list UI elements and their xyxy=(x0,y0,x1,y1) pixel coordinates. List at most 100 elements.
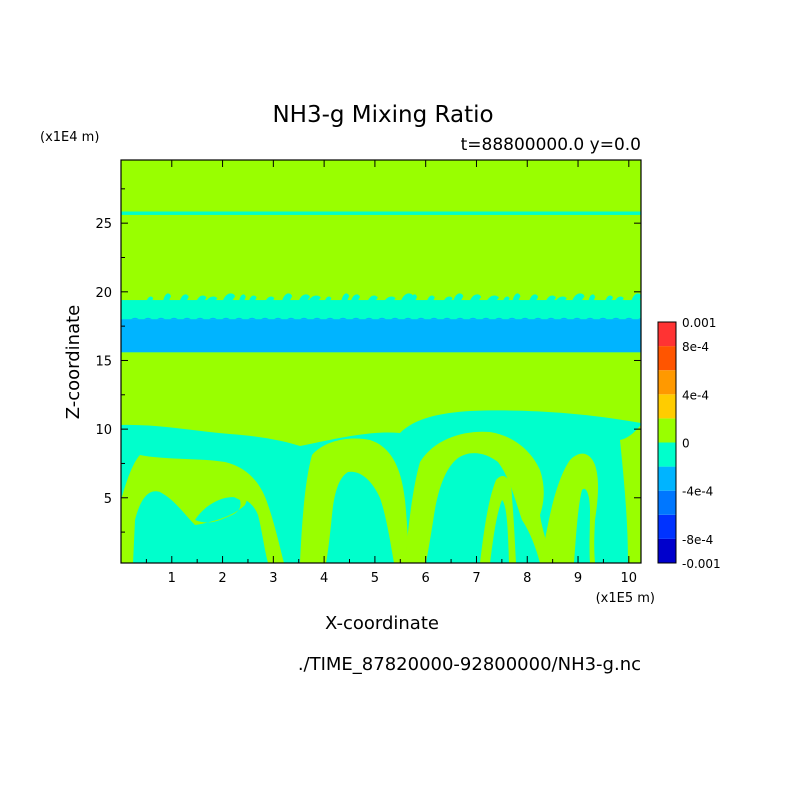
ripple xyxy=(383,296,396,303)
band-edge-ripple xyxy=(599,317,607,320)
x-unit-label: (x1E5 m) xyxy=(596,591,655,606)
colorbar-label: -0.001 xyxy=(682,557,721,571)
band-edge-ripple xyxy=(586,317,594,320)
band-edge-ripple xyxy=(339,317,347,320)
band-edge-ripple xyxy=(521,317,529,320)
x-axis-label: X-coordinate xyxy=(325,613,439,634)
colorbar-label: 0.001 xyxy=(682,316,716,330)
ripple xyxy=(205,296,218,303)
colorbar-swatch xyxy=(658,346,676,371)
ripple xyxy=(469,294,482,303)
band-edge-ripple xyxy=(443,317,451,320)
plume-4-inner xyxy=(574,488,590,563)
band-edge-ripple xyxy=(313,317,321,320)
y-unit-label: (x1E4 m) xyxy=(40,130,99,145)
ripple xyxy=(502,296,510,303)
band-edge-ripple xyxy=(144,317,152,320)
x-tick-label: 5 xyxy=(371,571,379,586)
band-edge-ripple xyxy=(235,317,243,320)
x-tick-label: 10 xyxy=(621,571,638,586)
ripple xyxy=(162,293,171,303)
ripple xyxy=(554,296,567,303)
x-tick-label: 1 xyxy=(168,571,176,586)
ripple xyxy=(614,296,624,303)
ripple xyxy=(350,294,360,303)
colorbar-label: 0 xyxy=(682,437,690,451)
convective-plumes xyxy=(121,410,641,563)
ripple xyxy=(571,293,585,303)
ripple xyxy=(324,296,332,303)
colorbar-label: -8e-4 xyxy=(682,533,713,547)
ripple xyxy=(248,295,257,303)
upper-ripple-layer xyxy=(131,293,641,320)
band-edge-ripple xyxy=(170,317,178,320)
x-tick-label: 3 xyxy=(269,571,277,586)
band-edge-ripple xyxy=(469,317,477,320)
band-edge-ripple xyxy=(391,317,399,320)
ripple xyxy=(195,295,207,303)
colorbar-swatch xyxy=(658,418,676,443)
x-axis-ticks: 1 2 3 4 5 6 7 8 9 10 xyxy=(145,160,638,586)
x-tick-label: 8 xyxy=(523,571,531,586)
colorbar-swatch xyxy=(658,442,676,467)
band-edge-ripple xyxy=(157,317,165,320)
ripple xyxy=(426,295,435,303)
y-tick-label: 20 xyxy=(95,286,112,301)
y-tick-label: 25 xyxy=(95,217,112,232)
chart-subtitle: t=88800000.0 y=0.0 xyxy=(461,135,641,155)
x-tick-label: 4 xyxy=(320,571,328,586)
band-edge-ripple xyxy=(456,317,464,320)
plume-3 xyxy=(405,431,552,563)
x-tick-label: 7 xyxy=(472,571,480,586)
band-edge-ripple xyxy=(261,317,269,320)
x-tick-label: 6 xyxy=(422,571,430,586)
colorbar-swatch xyxy=(658,514,676,539)
plume-1 xyxy=(121,455,284,563)
ripple xyxy=(146,296,154,303)
band-edge-ripple xyxy=(378,317,386,320)
colorbar-swatch xyxy=(658,466,676,491)
colorbar-label: 4e-4 xyxy=(682,388,709,402)
band-edge-ripple xyxy=(222,317,230,320)
source-file-label: ./TIME_87820000-92800000/NH3-g.nc xyxy=(298,654,641,675)
ripple xyxy=(604,295,613,303)
colorbar-label: -4e-4 xyxy=(682,485,713,499)
x-tick-label: 9 xyxy=(574,571,582,586)
chart-title: NH3-g Mixing Ratio xyxy=(272,102,493,128)
band-edge-ripple xyxy=(183,317,191,320)
ripple xyxy=(340,293,350,303)
band-edge-ripple xyxy=(131,317,139,320)
plot-area xyxy=(121,160,641,563)
colorbar-swatch xyxy=(658,322,676,347)
y-axis-ticks: 5 10 15 20 25 xyxy=(95,188,641,533)
ripple xyxy=(485,295,499,303)
band-edge-ripple xyxy=(417,317,425,320)
colorbar-frame xyxy=(657,321,677,564)
plot-frame xyxy=(120,159,642,564)
small-plume-b xyxy=(490,500,509,563)
band-edge-ripple xyxy=(573,317,581,320)
band-edge-ripple xyxy=(638,317,641,320)
ripple xyxy=(630,293,641,303)
band-edge-ripple xyxy=(352,317,360,320)
plume-right-edge xyxy=(620,425,641,563)
y-tick-label: 10 xyxy=(95,423,112,438)
y-axis-label: Z-coordinate xyxy=(63,305,84,420)
band-edge-ripple xyxy=(508,317,516,320)
ripple xyxy=(512,293,521,303)
band-edge-ripple xyxy=(300,317,308,320)
ripple xyxy=(179,294,189,303)
ripple xyxy=(264,296,275,303)
band-edge-ripple xyxy=(560,317,568,320)
contour-band-2 xyxy=(121,319,641,353)
y-tick-label: 5 xyxy=(104,492,112,507)
plume-2 xyxy=(300,438,410,563)
ripple xyxy=(367,295,378,303)
band-edge-ripple xyxy=(625,317,633,320)
ripple xyxy=(400,293,414,303)
colorbar: 0.001 8e-4 4e-4 0 -4e-4 -8e-4 -0.001 xyxy=(657,316,721,571)
ripple xyxy=(298,294,310,303)
band-edge-ripple xyxy=(482,317,490,320)
colorbar-label: 8e-4 xyxy=(682,340,709,354)
